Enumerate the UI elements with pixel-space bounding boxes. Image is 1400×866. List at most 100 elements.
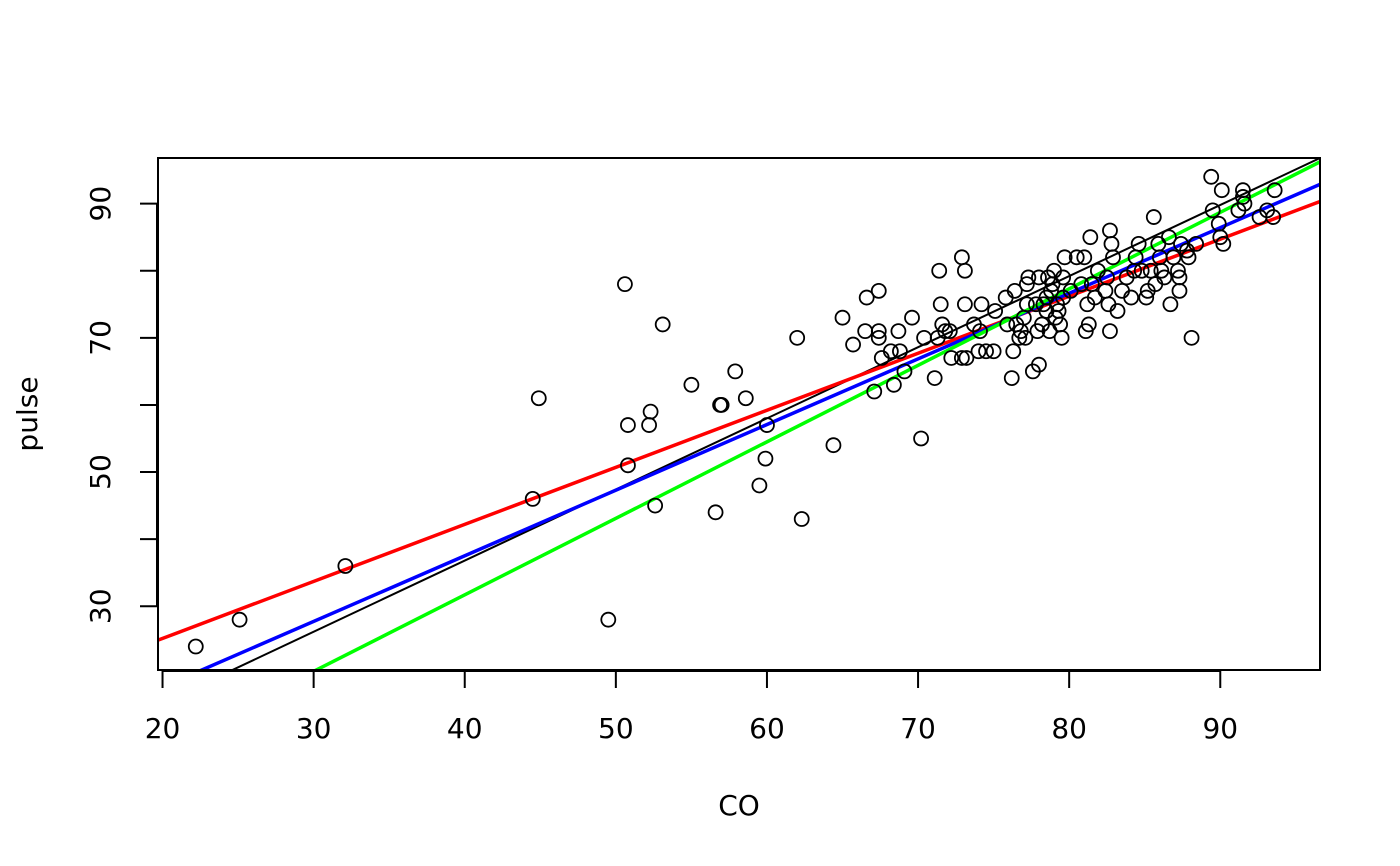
fit-line	[312, 160, 1320, 670]
data-point	[1265, 209, 1282, 225]
data-point	[1018, 276, 1035, 293]
data-point	[1006, 282, 1023, 299]
data-point	[1123, 289, 1140, 306]
data-point	[932, 296, 949, 313]
data-point	[713, 397, 730, 413]
x-tick-label: 60	[749, 712, 785, 745]
data-point	[1082, 229, 1099, 246]
data-point	[600, 611, 617, 628]
data-point	[642, 403, 659, 420]
x-tick-label: 30	[296, 712, 332, 745]
data-points	[187, 168, 1283, 655]
y-tick-label: 30	[84, 588, 117, 624]
data-point	[1145, 209, 1162, 225]
data-point	[890, 323, 907, 340]
data-point	[913, 430, 929, 447]
data-point	[937, 323, 954, 340]
data-point	[1170, 262, 1186, 279]
data-point	[1011, 329, 1028, 346]
y-axis-label: pulse	[11, 376, 44, 451]
data-point	[1003, 370, 1020, 386]
data-point	[972, 323, 988, 340]
data-point	[789, 329, 806, 346]
data-point	[882, 343, 899, 360]
data-point	[1031, 356, 1047, 373]
data-point	[1053, 329, 1070, 346]
data-point	[957, 262, 973, 279]
data-point	[973, 296, 990, 313]
y-tick-label: 50	[84, 454, 117, 490]
data-point	[892, 343, 908, 360]
data-point	[866, 383, 883, 400]
data-point	[985, 343, 1002, 360]
data-point	[941, 323, 958, 340]
data-point	[1031, 269, 1047, 286]
data-point	[970, 343, 987, 360]
fit-line	[197, 182, 1320, 670]
data-point	[870, 329, 887, 346]
data-point	[870, 282, 887, 299]
data-point	[1055, 269, 1072, 286]
data-point	[931, 262, 948, 279]
data-point	[1138, 289, 1155, 306]
data-point	[845, 336, 861, 353]
data-point	[978, 343, 994, 360]
data-point	[1266, 182, 1283, 199]
data-point	[1076, 249, 1093, 266]
data-point	[1156, 269, 1173, 286]
data-point	[187, 638, 204, 655]
plot-frame	[157, 157, 1321, 671]
data-point	[1073, 276, 1090, 293]
x-tick-label: 90	[1202, 712, 1238, 745]
data-point	[1188, 235, 1204, 252]
data-point	[793, 511, 810, 527]
data-point	[904, 309, 920, 326]
y-tick-label: 90	[84, 186, 117, 222]
data-point	[683, 376, 700, 393]
data-point	[727, 363, 744, 380]
data-point	[958, 350, 975, 366]
x-axis-label: CO	[718, 789, 760, 822]
y-tick-label: 70	[84, 320, 117, 356]
fit-line	[230, 158, 1320, 670]
data-point	[1056, 249, 1073, 266]
data-point	[1236, 195, 1253, 212]
data-point	[1235, 189, 1251, 205]
data-point	[1018, 296, 1035, 313]
x-tick-label: 50	[598, 712, 634, 745]
data-point	[870, 323, 887, 340]
data-point	[1080, 316, 1097, 333]
data-point	[620, 417, 636, 433]
data-point	[1109, 303, 1126, 319]
data-point	[1183, 329, 1200, 346]
data-point	[530, 390, 547, 407]
data-point	[707, 504, 724, 521]
data-point	[524, 490, 541, 507]
data-point	[1105, 249, 1121, 266]
data-point	[1215, 235, 1232, 252]
data-point	[1005, 343, 1022, 360]
data-point	[953, 350, 970, 366]
data-point	[1020, 269, 1037, 286]
data-point	[999, 316, 1016, 333]
data-point	[231, 611, 248, 628]
data-point	[1130, 235, 1147, 252]
data-point	[885, 376, 902, 393]
data-point	[834, 309, 851, 326]
data-point	[647, 497, 664, 514]
data-point	[957, 296, 973, 313]
data-point	[751, 477, 768, 494]
x-tick-label: 80	[1051, 712, 1087, 745]
x-tick-label: 40	[447, 712, 483, 745]
data-point	[1068, 249, 1085, 266]
data-point	[825, 437, 842, 454]
data-point	[1203, 168, 1220, 185]
x-axis: 20 30 40 50 60 70 80 90	[145, 670, 1238, 745]
data-point	[1160, 229, 1177, 246]
data-point	[1102, 323, 1118, 340]
data-point	[1204, 202, 1221, 219]
data-point	[337, 558, 354, 574]
data-point	[759, 417, 775, 433]
